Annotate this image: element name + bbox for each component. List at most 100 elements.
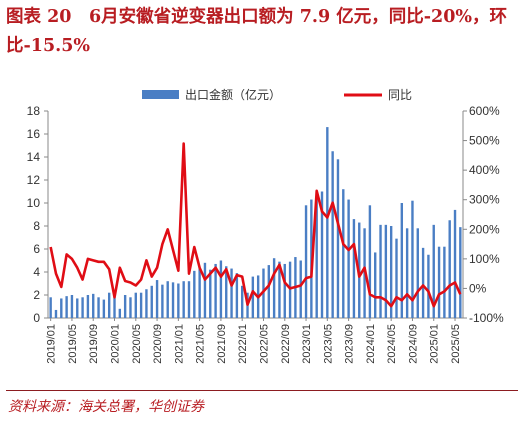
bar-export-value [235,273,239,318]
bar-export-value [384,224,388,318]
left-tick-label: 2 [33,288,40,302]
bar-export-value [267,265,270,318]
bar-export-value [118,308,122,318]
bar-export-value [379,224,382,318]
bar-export-value [374,252,377,318]
bar-export-value [315,191,318,318]
bar-export-value [459,227,462,318]
bar-export-value [161,284,164,318]
bar-export-value [304,205,308,318]
x-tick-label: 2023/09 [344,324,356,364]
x-tick-label: 2021/09 [216,324,228,364]
bar-export-value [97,297,100,318]
x-tick-label: 2021/01 [173,324,185,364]
right-tick-label: 100% [469,252,500,266]
left-tick-label: 16 [27,127,41,141]
bar-export-value [331,151,334,318]
bar-export-value [49,297,52,318]
bar-export-value [214,263,217,318]
bar-export-value [288,261,292,318]
bar-export-value [171,282,175,318]
bar-export-value [336,159,340,318]
x-tick-label: 2021/05 [195,324,207,364]
left-tick-label: 10 [27,196,41,210]
bar-export-value [76,298,79,318]
bar-export-value [107,292,111,318]
left-tick-label: 0 [33,311,40,325]
bar-export-value [65,296,68,318]
right-tick-label: 200% [469,222,500,236]
x-tick-label: 2025/01 [429,324,441,364]
x-tick-label: 2022/01 [237,324,249,364]
x-tick-label: 2024/09 [407,324,419,364]
bar-export-value [81,297,84,318]
left-tick-label: 8 [33,219,40,233]
bar-export-value [129,297,132,318]
bar-export-value [70,295,74,318]
bar-export-value [368,205,372,318]
bar-export-value [241,285,244,318]
bar-export-value [166,281,169,318]
x-tick-label: 2022/09 [280,324,292,364]
right-tick-label: 0% [469,281,487,295]
right-tick-label: 600% [469,104,500,118]
left-tick-label: 6 [33,242,40,256]
bar-export-value [230,268,233,318]
bar-export-value [400,203,404,318]
x-tick-label: 2020/05 [131,324,143,364]
x-tick-label: 2020/09 [152,324,164,364]
bar-export-value [395,238,398,318]
bar-export-value [437,246,441,318]
bar-export-value [102,299,106,318]
right-tick-label: -100% [469,311,504,325]
x-tick-label: 2024/01 [365,324,377,364]
bar-export-value [60,298,63,318]
bar-export-value [416,228,419,318]
bar-export-value [150,285,153,318]
bar-export-value [405,228,409,318]
footer-divider [6,390,518,391]
left-tick-label: 14 [27,150,41,164]
bar-export-value [225,266,228,318]
bar-export-value [86,295,90,318]
left-tick-label: 4 [33,265,40,279]
bar-export-value [155,280,159,318]
bar-export-value [427,254,430,318]
source-note: 资料来源：海关总署，华创证券 [8,399,204,415]
bar-export-value [411,200,414,318]
bar-export-value [145,289,148,318]
x-tick-label: 2020/01 [110,324,122,364]
x-tick-label: 2024/05 [386,324,398,364]
left-tick-label: 18 [27,104,41,118]
bar-export-value [54,309,58,318]
bar-export-value [448,220,451,318]
bar-export-value [209,269,212,318]
x-tick-label: 2025/05 [450,324,462,364]
bar-export-value [283,263,286,318]
bar-export-value [352,219,356,318]
legend-bar-label: 出口金额（亿元） [185,87,281,102]
x-tick-label: 2019/01 [46,324,58,364]
bar-export-value [453,209,457,318]
bar-export-value [203,262,207,318]
bar-export-value [432,224,435,318]
bar-export-value [320,191,324,318]
bar-export-value [113,297,116,318]
bar-export-value [134,292,137,318]
right-tick-label: 300% [469,193,500,207]
bar-export-value [342,189,345,318]
left-tick-label: 12 [27,173,41,187]
chart-title: 图表 20 6月安徽省逆变器出口额为 7.9 亿元，同比-20%，环比-15.5… [6,7,507,56]
bar-export-value [187,281,191,318]
bar-export-value [219,260,223,318]
bar-export-value [389,226,393,318]
x-tick-label: 2022/05 [258,324,270,364]
bar-export-value [139,292,143,318]
bar-export-value [251,276,255,318]
bar-export-value [443,246,446,318]
bar-export-value [299,260,302,318]
bar-export-value [123,295,127,318]
bar-export-value [177,283,180,318]
x-tick-label: 2019/09 [88,324,100,364]
